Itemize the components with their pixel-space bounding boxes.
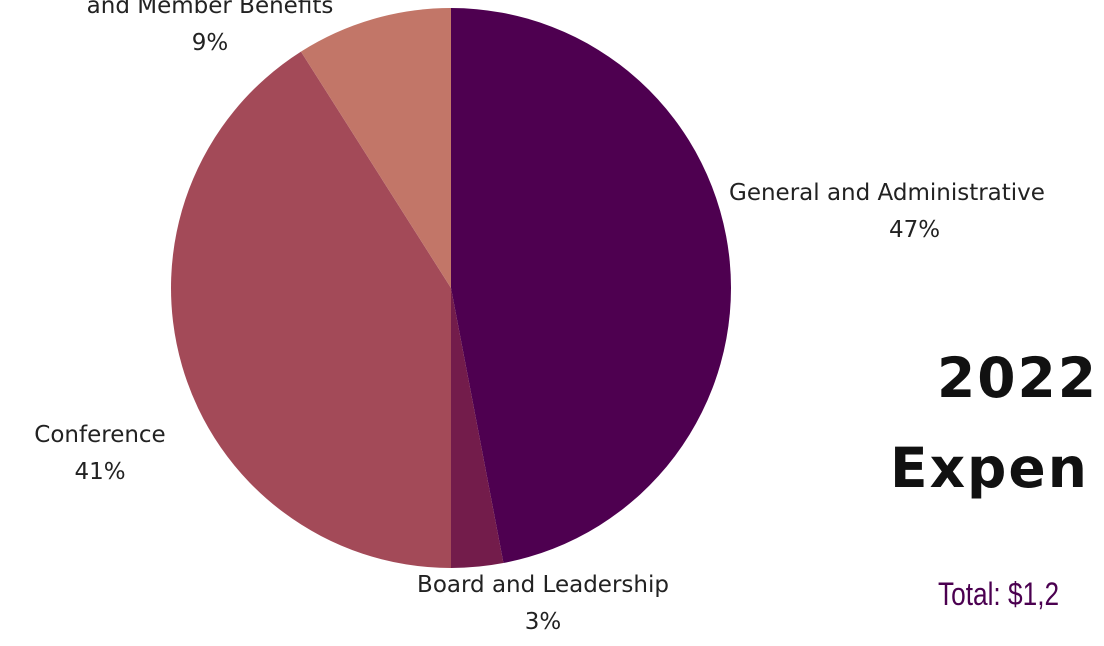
- chart-title-line-1: 2022: [937, 346, 1099, 410]
- pie-slice-and-member-benefits: [300, 8, 451, 288]
- slice-percent: 9%: [191, 30, 229, 56]
- chart-title-line-2: Expen: [890, 436, 1089, 500]
- pie-slice-general-and-administrative: [451, 8, 731, 564]
- pie-slice-conference: [171, 51, 451, 568]
- slice-label-general-and-administrative: General and Administrative 47%: [729, 175, 1089, 249]
- slice-name: Conference: [34, 422, 166, 448]
- slice-percent: 3%: [524, 609, 562, 635]
- slice-name: Board and Leadership: [417, 572, 669, 598]
- slice-name: General and Administrative: [729, 180, 1045, 206]
- chart-subtitle-total: Total: $1,2: [938, 576, 1060, 612]
- pie-slice-board-and-leadership: [451, 288, 504, 568]
- slice-percent: 41%: [74, 459, 126, 485]
- slice-label-conference: Conference 41%: [0, 417, 280, 491]
- slice-percent: 47%: [889, 217, 941, 243]
- slice-label-board-and-leadership: Board and Leadership 3%: [363, 567, 723, 641]
- slice-label-member-benefits: and Member Benefits 9%: [30, 0, 390, 62]
- slice-name: and Member Benefits: [86, 0, 334, 19]
